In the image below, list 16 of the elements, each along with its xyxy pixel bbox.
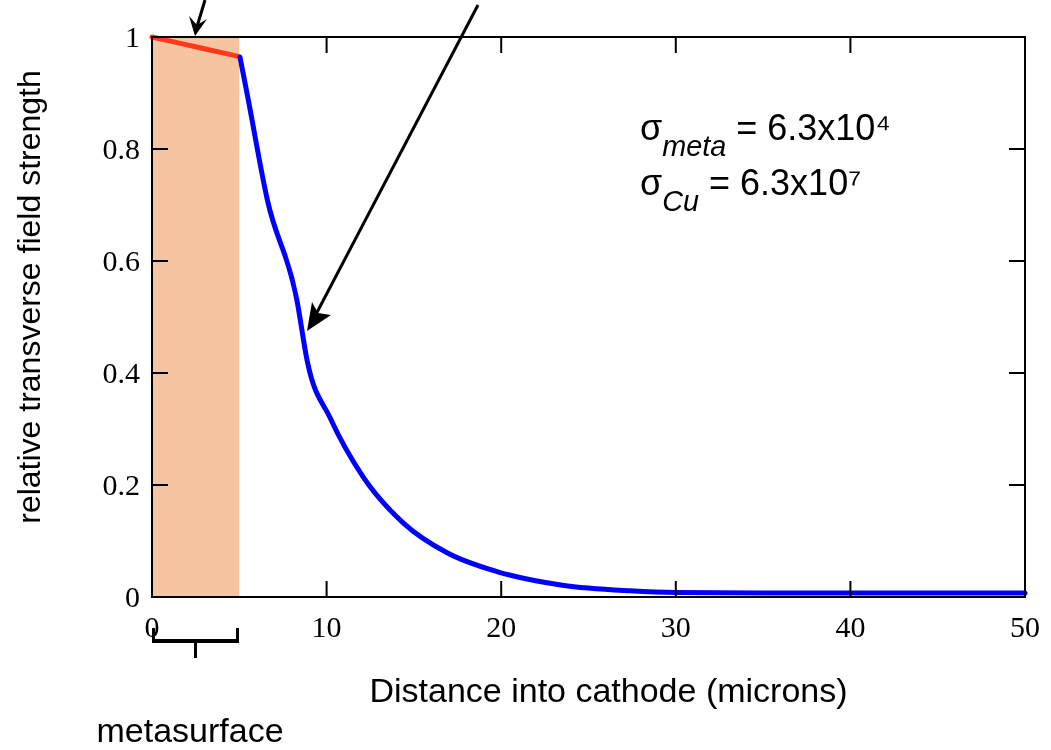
- x-tick-label: 40: [835, 610, 866, 643]
- x-tick-label: 10: [311, 610, 342, 643]
- y-tick-label: 0.8: [102, 132, 140, 165]
- y-tick-label: 0.6: [102, 244, 140, 277]
- annotation: σ$_{Cu}$ = 6.3x10⁷: [640, 162, 862, 217]
- y-tick-label: 1: [125, 20, 140, 53]
- x-tick-label: 30: [660, 610, 691, 643]
- x-tick-label: 20: [486, 610, 517, 643]
- annotation: σ$_{meta}$ = 6.3x10⁴: [640, 107, 891, 162]
- text: metasurface: [96, 711, 284, 749]
- y-tick-label: 0.4: [102, 356, 140, 389]
- y-tick-label: 0.2: [102, 468, 140, 501]
- x-axis-title: Distance into cathode (microns): [369, 671, 848, 709]
- y-tick-label: 0: [125, 580, 140, 613]
- x-tick-label: 50: [1010, 610, 1040, 643]
- y-axis-title: relative transverse field strength: [11, 70, 47, 524]
